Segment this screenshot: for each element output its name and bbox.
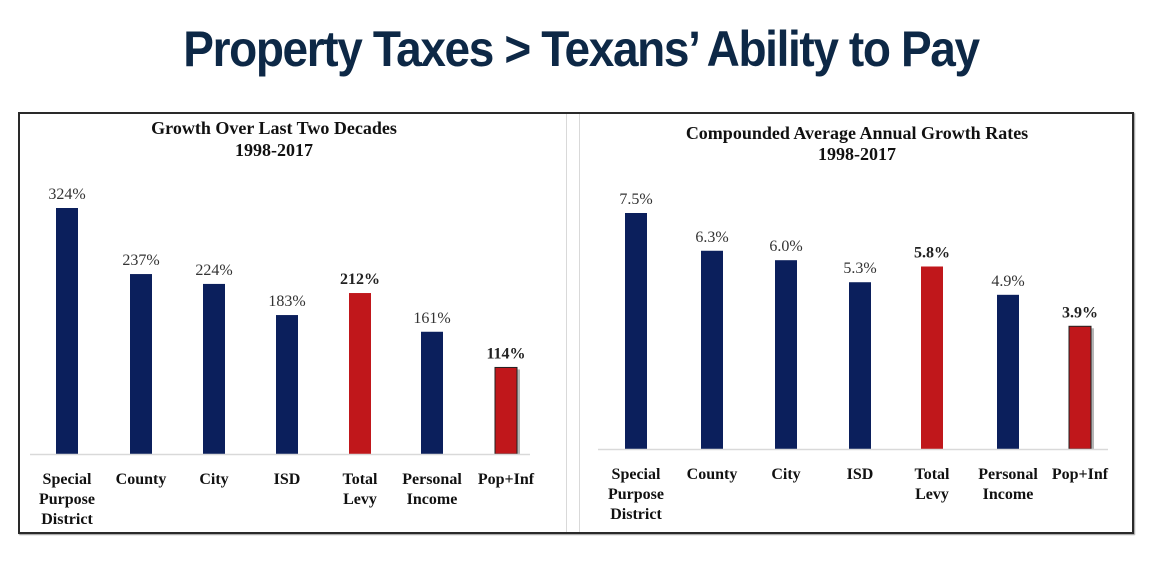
data-label: 6.0% (769, 238, 802, 255)
x-tick-label: County (116, 471, 167, 488)
charts-frame (18, 112, 1134, 534)
x-tick-label: Personal Income (402, 471, 462, 508)
bar (421, 331, 443, 454)
bar (849, 282, 871, 449)
data-label: 224% (195, 262, 232, 279)
chart-subtitle: 1998-2017 (818, 144, 896, 164)
x-tick-label: City (199, 471, 228, 488)
x-tick-label: Pop+Inf (478, 471, 535, 488)
data-label: 6.3% (695, 229, 728, 246)
bar (701, 250, 723, 449)
x-tick-label: ISD (847, 466, 874, 483)
x-tick-label: Personal Income (978, 466, 1038, 503)
x-tick-label: Special Purpose District (608, 466, 664, 523)
data-label: 114% (486, 345, 525, 362)
bar (1068, 325, 1092, 450)
bar (921, 266, 943, 449)
bar (203, 283, 225, 454)
x-tick-label: County (687, 466, 738, 483)
x-tick-label: Total Levy (915, 466, 951, 503)
panel-divider-inner (579, 114, 580, 532)
data-label: 212% (340, 271, 380, 288)
data-label: 183% (268, 293, 305, 310)
panel-divider (566, 114, 567, 532)
x-tick-label: Total Levy (343, 471, 379, 508)
data-label: 237% (122, 252, 159, 269)
data-label: 3.9% (1062, 304, 1098, 321)
bar (349, 293, 371, 454)
x-tick-label: Special Purpose District (39, 471, 95, 528)
data-label: 7.5% (619, 191, 652, 208)
bar (997, 294, 1019, 449)
data-label: 5.3% (843, 260, 876, 277)
x-tick-label: Pop+Inf (1052, 466, 1109, 483)
bar (56, 208, 78, 454)
chart-title: Compounded Average Annual Growth Rates (686, 123, 1028, 143)
bar (775, 260, 797, 449)
data-label: 5.8% (914, 244, 950, 261)
x-tick-label: City (771, 466, 800, 483)
data-label: 324% (48, 186, 85, 203)
chart-title: Growth Over Last Two Decades (151, 118, 397, 138)
x-tick-label: ISD (274, 471, 301, 488)
bar (130, 274, 152, 454)
page-title: Property Taxes > Texans’ Ability to Pay (183, 21, 980, 77)
bar (625, 213, 647, 449)
data-label: 161% (413, 310, 450, 327)
chart-subtitle: 1998-2017 (235, 140, 313, 160)
data-label: 4.9% (991, 273, 1024, 290)
bar (276, 315, 298, 454)
